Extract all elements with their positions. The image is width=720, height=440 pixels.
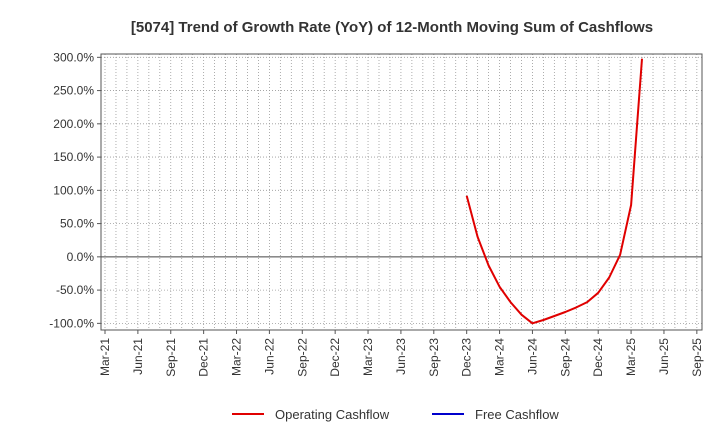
- y-tick-label: -50.0%: [56, 283, 94, 297]
- x-tick-label: Sep-24: [558, 338, 572, 377]
- x-tick-label: Mar-25: [624, 338, 638, 376]
- x-tick-label: Dec-21: [197, 338, 211, 377]
- grid: [101, 54, 702, 330]
- x-tick-label: Dec-24: [591, 338, 605, 377]
- x-tick-label: Dec-22: [328, 338, 342, 377]
- series-line-operating-cashflow: [465, 58, 643, 325]
- x-tick-label: Jun-21: [131, 338, 145, 375]
- x-tick-label: Sep-21: [164, 338, 178, 377]
- legend-label: Free Cashflow: [475, 407, 559, 422]
- x-tick-label: Sep-22: [295, 338, 309, 377]
- x-tick-label: Sep-23: [427, 338, 441, 377]
- y-tick-label: 100.0%: [53, 183, 94, 197]
- legend-label: Operating Cashflow: [275, 407, 390, 422]
- x-tick-label: Jun-23: [394, 338, 408, 375]
- x-tick-label: Mar-22: [230, 338, 244, 376]
- legend: Operating Cashflow Free Cashflow: [232, 407, 559, 422]
- x-tick-label: Mar-21: [98, 338, 112, 376]
- x-tick-label: Sep-25: [690, 338, 704, 377]
- x-tick-label: Jun-25: [657, 338, 671, 375]
- series-layer: [465, 58, 643, 325]
- y-tick-label: 0.0%: [67, 250, 95, 264]
- chart-title: [5074] Trend of Growth Rate (YoY) of 12-…: [131, 19, 653, 36]
- x-tick-label: Mar-24: [493, 338, 507, 376]
- y-tick-label: -100.0%: [49, 316, 94, 330]
- y-tick-label: 300.0%: [53, 50, 94, 64]
- y-tick-label: 50.0%: [60, 217, 94, 231]
- y-tick-label: 250.0%: [53, 84, 94, 98]
- x-axis: Mar-21 Jun-21 Sep-21 Dec-21 Mar-22 Jun-22 Sep-…: [98, 330, 704, 377]
- plot-frame: [100, 53, 703, 331]
- x-tick-label: Dec-23: [460, 338, 474, 377]
- y-axis: 300.0% 250.0% 200.0% 150.0% 100.0% 50.0% 0.0% -…: [49, 50, 101, 330]
- x-tick-label: Jun-24: [525, 338, 539, 375]
- x-tick-label: Mar-23: [361, 338, 375, 376]
- y-tick-label: 150.0%: [53, 150, 94, 164]
- y-tick-label: 200.0%: [53, 117, 94, 131]
- x-tick-label: Jun-22: [262, 338, 276, 375]
